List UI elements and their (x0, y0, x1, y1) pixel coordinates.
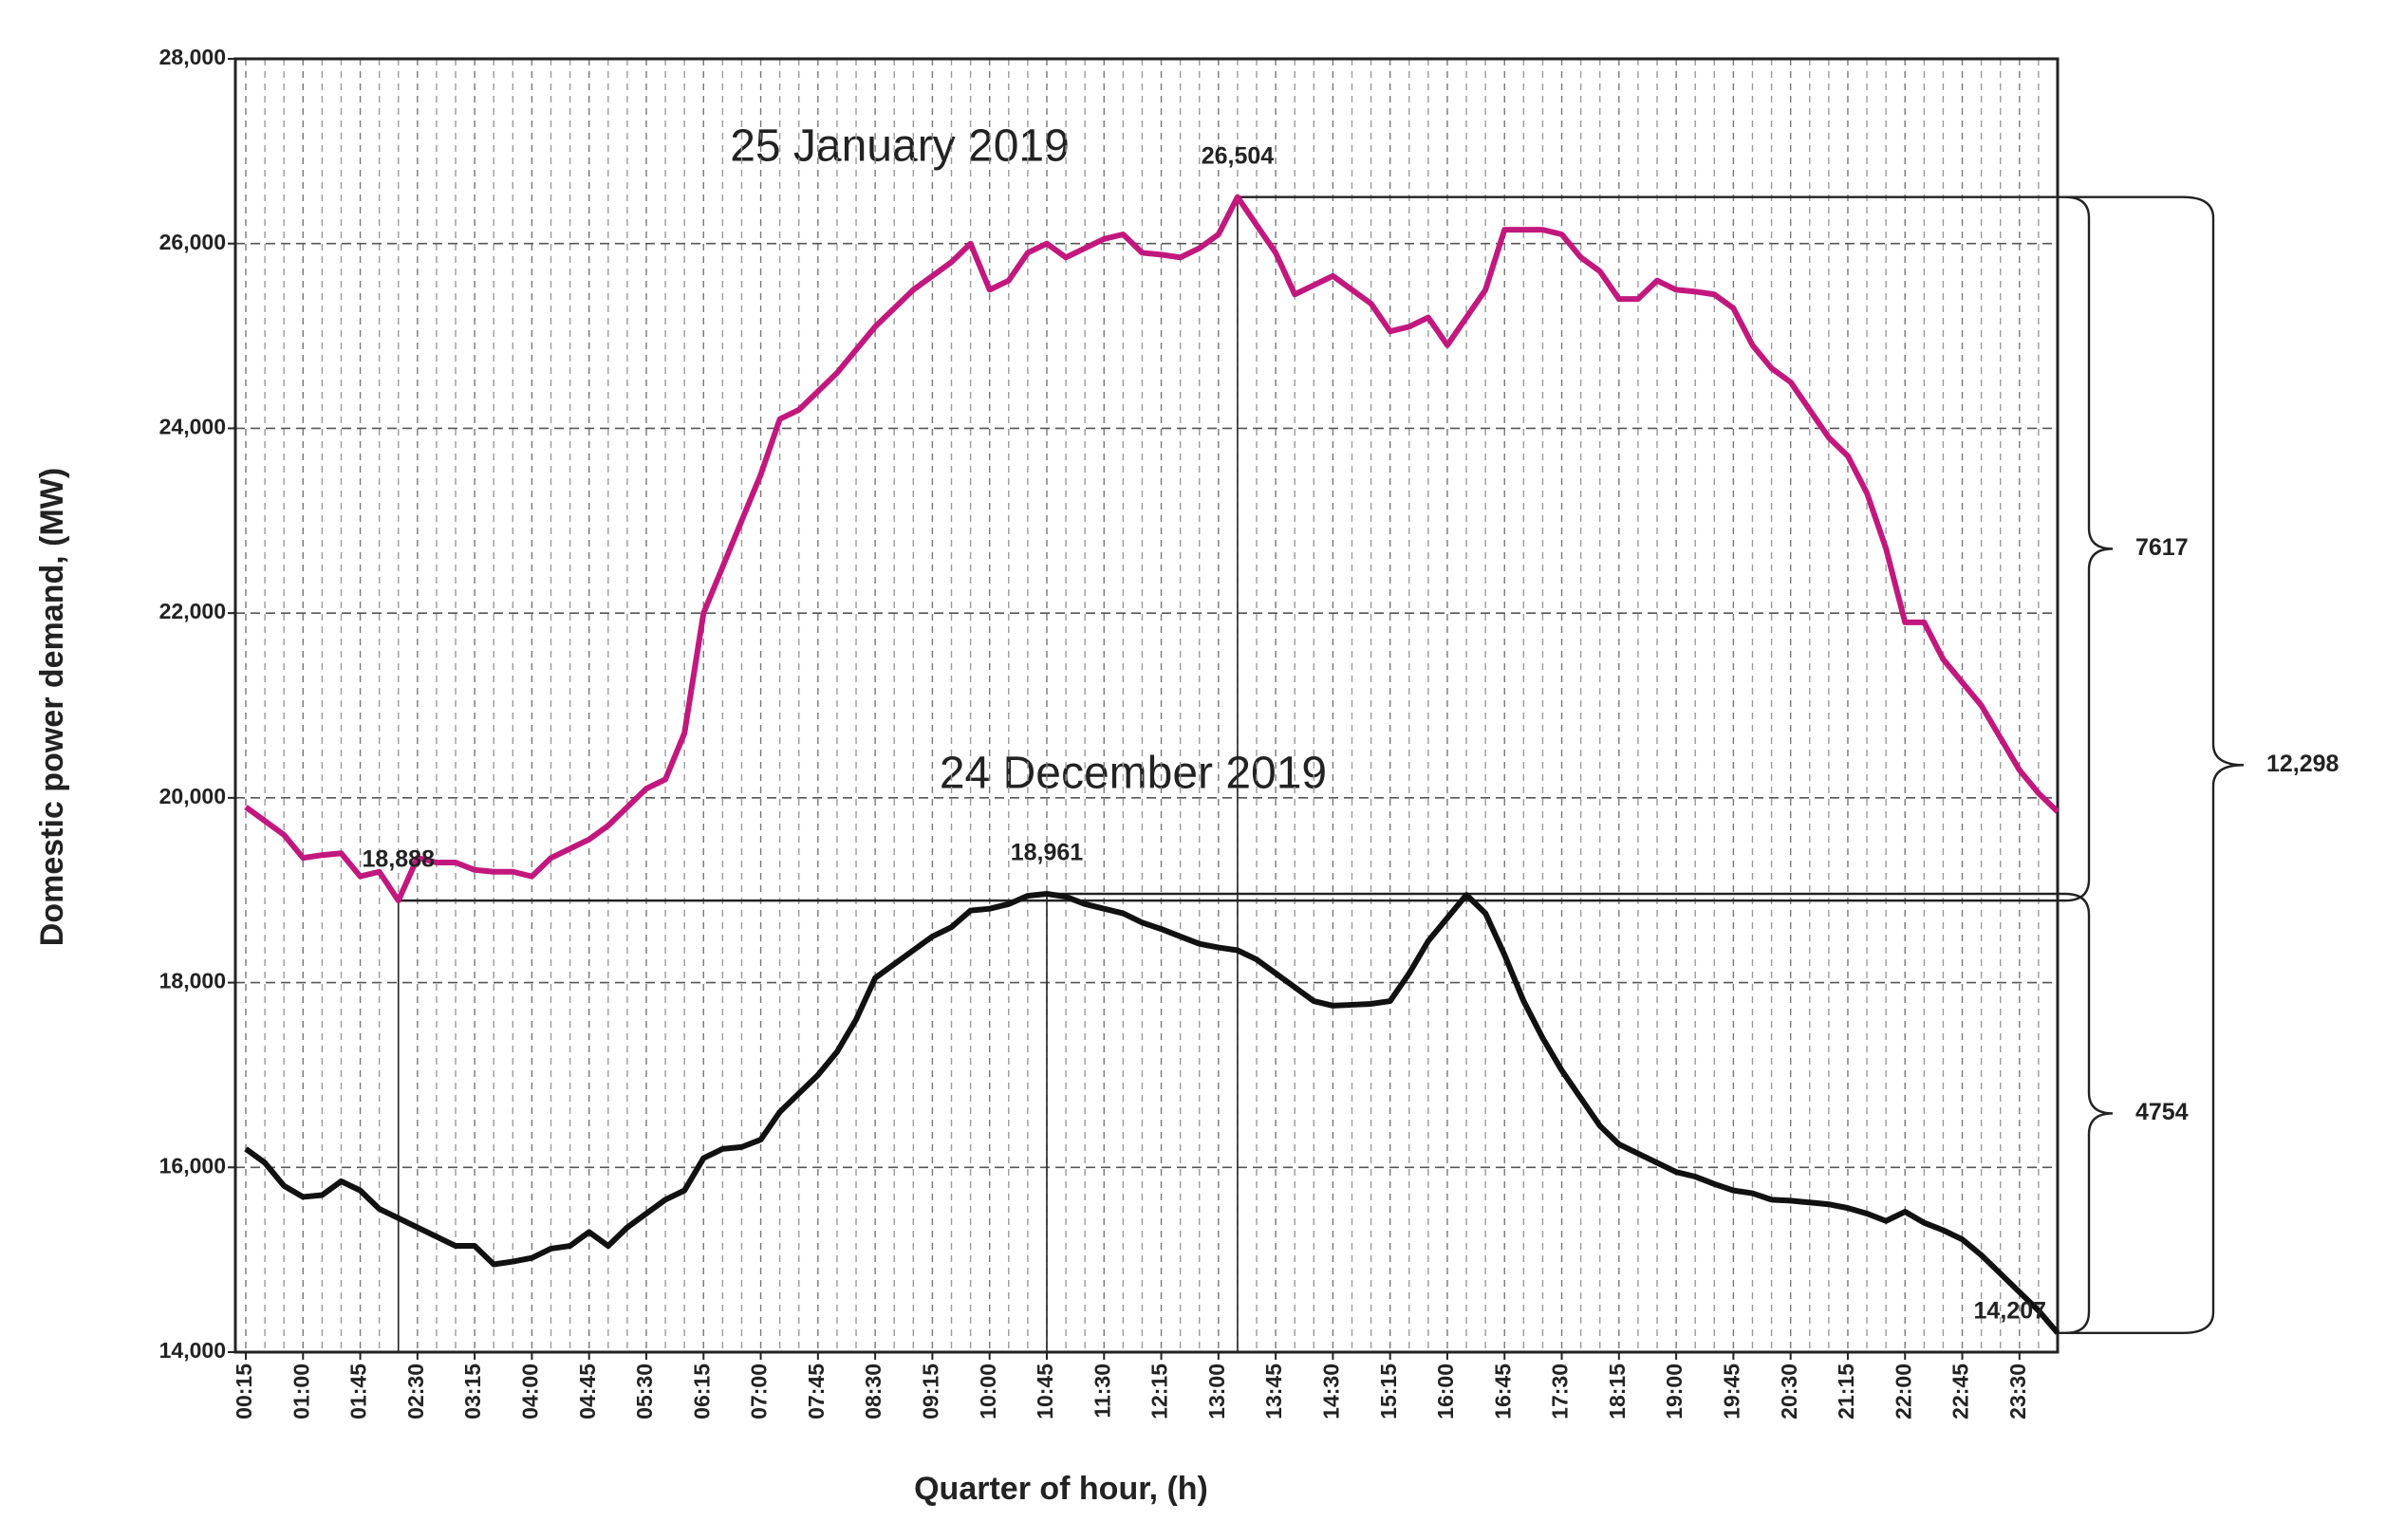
brace (2182, 195, 2245, 1335)
y-axis-title: Domestic power demand, (MW) (34, 468, 70, 946)
x-tick-label: 22:00 (1891, 1364, 1915, 1419)
x-tick-label: 14:30 (1318, 1364, 1343, 1419)
x-tick-label: 17:30 (1548, 1364, 1573, 1419)
value-label: 26,504 (1202, 142, 1275, 169)
brace-label: 4754 (2135, 1099, 2189, 1125)
x-tick-label: 13:00 (1204, 1364, 1229, 1419)
y-tick-label: 20,000 (159, 784, 226, 808)
brace (2064, 195, 2114, 902)
x-tick-label: 02:30 (403, 1364, 428, 1419)
x-tick-label: 19:45 (1719, 1364, 1743, 1419)
y-tick-label: 22,000 (159, 599, 226, 623)
x-tick-label: 23:30 (2005, 1364, 2030, 1419)
x-tick-label: 18:15 (1605, 1364, 1630, 1419)
x-tick-label: 20:30 (1777, 1364, 1801, 1419)
x-tick-label: 16:00 (1433, 1364, 1458, 1419)
value-label: 18,961 (1011, 840, 1084, 866)
value-label: 18,888 (363, 846, 436, 873)
x-tick-label: 08:30 (861, 1364, 885, 1419)
x-tick-label: 03:15 (460, 1364, 485, 1419)
x-tick-label: 13:45 (1261, 1364, 1286, 1419)
y-tick-label: 16,000 (159, 1153, 226, 1178)
y-tick-label: 24,000 (159, 415, 226, 439)
x-tick-label: 00:15 (232, 1364, 256, 1419)
series-label: 24 December 2019 (940, 749, 1327, 799)
x-tick-label: 04:45 (575, 1364, 600, 1419)
x-tick-label: 09:15 (918, 1364, 942, 1419)
x-tick-label: 11:30 (1090, 1364, 1114, 1419)
value-label: 14,207 (1974, 1297, 2046, 1324)
x-tick-label: 07:00 (747, 1364, 772, 1419)
x-tick-label: 10:45 (1033, 1364, 1057, 1419)
data-line (244, 891, 2060, 1335)
x-tick-label: 01:45 (346, 1364, 371, 1419)
x-tick-label: 12:15 (1147, 1364, 1172, 1419)
x-tick-label: 01:00 (289, 1364, 313, 1419)
y-tick-label: 18,000 (159, 969, 226, 993)
plot-frame (233, 57, 2060, 1354)
brace (2064, 892, 2114, 1335)
x-tick-label: 06:15 (689, 1364, 714, 1419)
x-tick-label: 04:00 (517, 1364, 542, 1419)
series-label: 25 January 2019 (730, 121, 1070, 172)
x-tick-label: 10:00 (976, 1364, 1000, 1419)
brace-label: 12,298 (2266, 751, 2339, 777)
x-tick-label: 19:00 (1662, 1364, 1687, 1419)
x-tick-label: 16:45 (1490, 1364, 1515, 1419)
x-tick-label: 22:45 (1948, 1364, 1973, 1419)
x-tick-label: 05:30 (632, 1364, 657, 1419)
y-tick-label: 14,000 (159, 1338, 226, 1363)
brace-label: 7617 (2135, 534, 2189, 561)
x-axis-title: Quarter of hour, (h) (914, 1471, 1208, 1507)
y-tick-label: 28,000 (159, 45, 226, 69)
data-line (244, 194, 2060, 904)
x-tick-label: 15:15 (1376, 1364, 1401, 1419)
x-tick-label: 21:15 (1834, 1364, 1858, 1419)
y-tick-label: 26,000 (159, 230, 226, 254)
x-tick-label: 07:45 (804, 1364, 829, 1419)
